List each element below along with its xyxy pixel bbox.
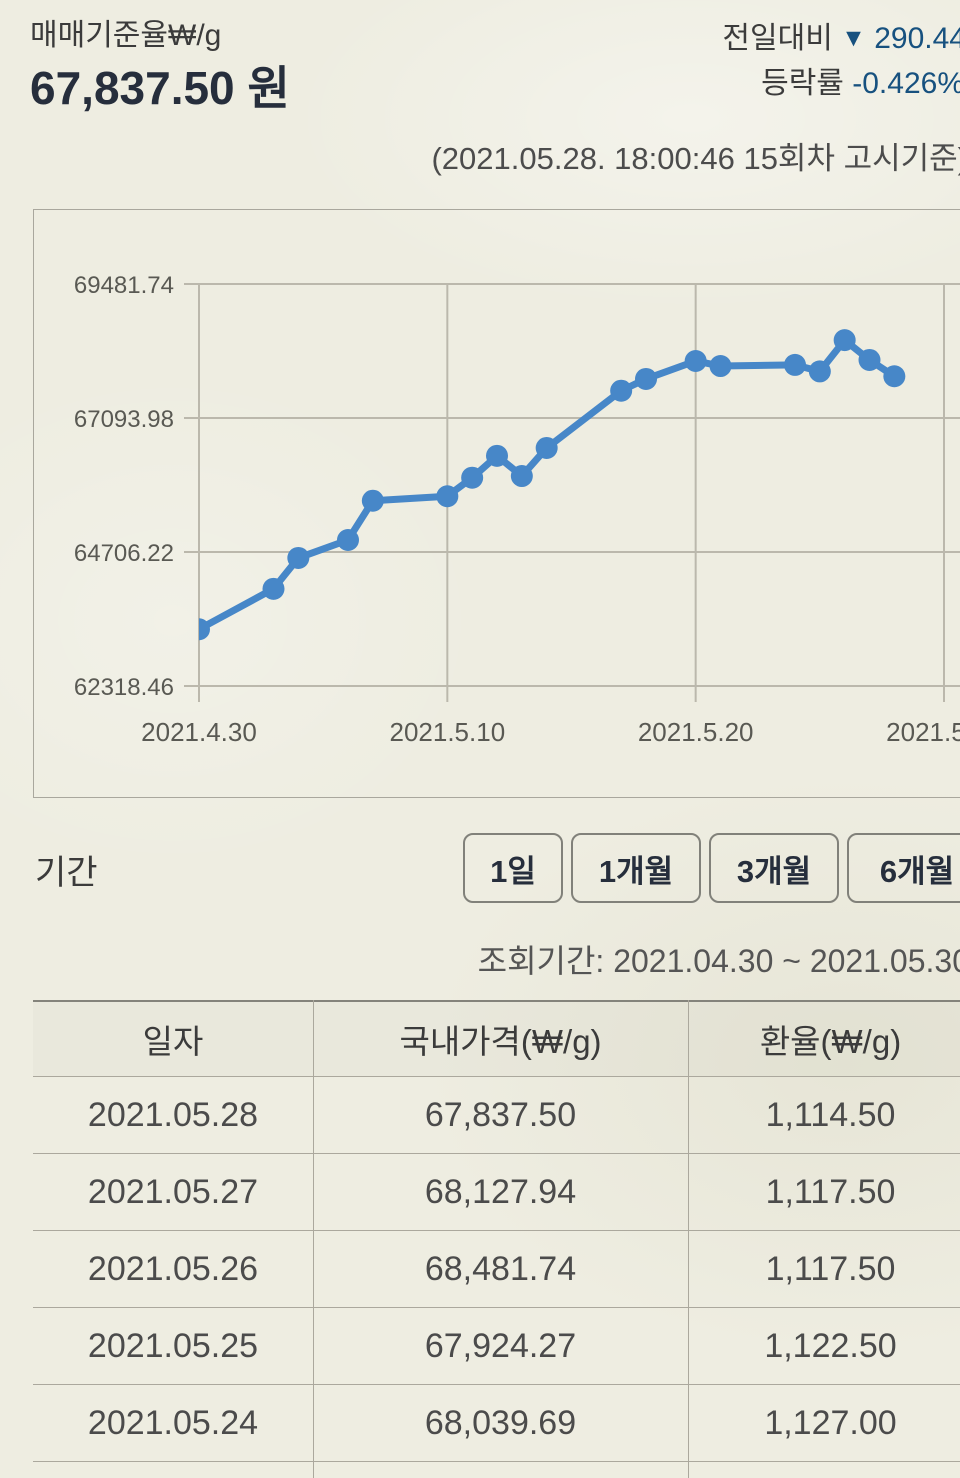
- table-row: 2021.05.28 67,837.50 1,114.50: [33, 1077, 960, 1154]
- rate-label: 등락률: [761, 67, 844, 100]
- data-point-marker: [510, 465, 533, 488]
- y-axis-tick-label: 64706.22: [74, 540, 174, 567]
- y-axis-tick-label: 69481.74: [74, 272, 174, 299]
- data-point-marker: [610, 379, 633, 402]
- price-chart: 69481.74 67093.98 64706.22 62318.46 2021.4.3…: [33, 209, 960, 798]
- period-button-group: 1일 1개월 3개월 6개월: [463, 833, 960, 903]
- table-cell: 67,924.27: [424, 1326, 577, 1365]
- chart-series: [199, 329, 906, 641]
- daily-change-line: 전일대비 ▼ 290.44: [722, 13, 960, 57]
- table-cell: 1,117.50: [765, 1172, 896, 1211]
- table-header-exchange-rate: 환율(₩/g): [759, 1023, 902, 1060]
- table-cell: 1,127.00: [764, 1403, 897, 1442]
- price-unit: 원: [247, 62, 290, 114]
- data-point-marker: [535, 436, 558, 459]
- change-value: 290.44: [874, 22, 960, 55]
- table-header-row: 일자 국내가격(₩/g) 환율(₩/g): [33, 1000, 960, 1077]
- current-price-line: 67,837.50 원: [30, 52, 290, 118]
- table-cell: 68,127.94: [424, 1172, 577, 1211]
- table-cell: 2021.05.24: [87, 1403, 259, 1442]
- period-button-3m[interactable]: 3개월: [709, 833, 839, 903]
- data-point-marker: [858, 348, 881, 371]
- x-axis-tick-label: 2021.5.10: [389, 717, 505, 747]
- data-point-marker: [808, 360, 831, 383]
- table-cell: 1,122.50: [764, 1326, 897, 1365]
- chart-gridlines: 69481.74 67093.98 64706.22 62318.46 2021.4.3…: [74, 272, 960, 747]
- data-point-marker: [461, 466, 484, 489]
- table-cell: 2021.05.27: [87, 1172, 259, 1211]
- y-axis-tick-label: 67093.98: [74, 406, 174, 433]
- fluctuation-rate-line: 등락률 -0.426%: [761, 58, 960, 102]
- x-axis-tick-label: 2021.5.30: [886, 717, 960, 747]
- price-table-body: 2021.05.28 67,837.50 1,114.50 2021.05.27 68,…: [33, 1077, 960, 1462]
- query-range-label: 조회기간: 2021.04.30 ~ 2021.05.30: [477, 943, 960, 979]
- data-point-marker: [486, 444, 508, 467]
- table-header-domestic-price: 국내가격(₩/g): [399, 1023, 602, 1060]
- table-cell: 2021.05.25: [87, 1326, 259, 1365]
- x-axis-tick-label: 2021.5.20: [638, 717, 754, 747]
- table-row: 2021.05.25 67,924.27 1,122.50: [33, 1308, 960, 1385]
- data-point-marker: [287, 546, 310, 569]
- data-point-marker: [883, 365, 906, 388]
- data-point-marker: [337, 529, 359, 552]
- period-button-6m[interactable]: 6개월: [847, 833, 960, 903]
- data-point-marker: [199, 618, 210, 641]
- data-point-marker: [833, 329, 856, 352]
- table-cell: 2021.05.26: [87, 1249, 259, 1288]
- price-table: 일자 국내가격(₩/g) 환율(₩/g) 2021.05.28 67,837.50…: [33, 1000, 960, 1478]
- table-row: 2021.05.26 68,481.74 1,117.50: [33, 1231, 960, 1308]
- price-basis-label: 매매기준율₩/g: [30, 19, 222, 52]
- table-row-partial: [33, 1462, 960, 1478]
- data-point-marker: [361, 489, 384, 512]
- rate-value: -0.426%: [852, 67, 960, 100]
- table-cell: 67,837.50: [424, 1095, 577, 1134]
- table-column-divider: [688, 1000, 689, 1478]
- table-column-divider: [313, 1000, 314, 1478]
- table-row: 2021.05.24 68,039.69 1,127.00: [33, 1385, 960, 1462]
- period-label: 기간: [35, 854, 98, 892]
- down-arrow-icon: ▼: [841, 24, 866, 52]
- data-point-marker: [709, 355, 732, 378]
- price-line: [199, 336, 898, 633]
- period-button-1d[interactable]: 1일: [463, 833, 563, 903]
- data-point-marker: [436, 485, 459, 508]
- table-cell: 68,481.74: [424, 1249, 577, 1288]
- table-cell: 68,039.69: [424, 1403, 577, 1442]
- quote-timestamp: (2021.05.28. 18:00:46 15회차 고시기준): [431, 141, 960, 176]
- table-cell: 2021.05.28: [87, 1095, 259, 1134]
- change-label: 전일대비: [722, 22, 833, 55]
- data-point-marker: [784, 353, 806, 376]
- table-cell: 1,117.50: [765, 1249, 896, 1288]
- current-price: 67,837.50: [30, 62, 235, 114]
- x-axis-tick-label: 2021.4.30: [141, 717, 257, 747]
- data-point-marker: [635, 367, 657, 390]
- data-point-marker: [684, 349, 707, 372]
- data-point-marker: [262, 577, 285, 600]
- period-button-1m[interactable]: 1개월: [571, 833, 701, 903]
- y-axis-tick-label: 62318.46: [74, 674, 174, 701]
- price-chart-svg: 69481.74 67093.98 64706.22 62318.46 2021.4.3…: [74, 272, 960, 747]
- table-header-date: 일자: [142, 1023, 204, 1060]
- table-cell: 1,114.50: [765, 1095, 896, 1134]
- table-row: 2021.05.27 68,127.94 1,117.50: [33, 1154, 960, 1231]
